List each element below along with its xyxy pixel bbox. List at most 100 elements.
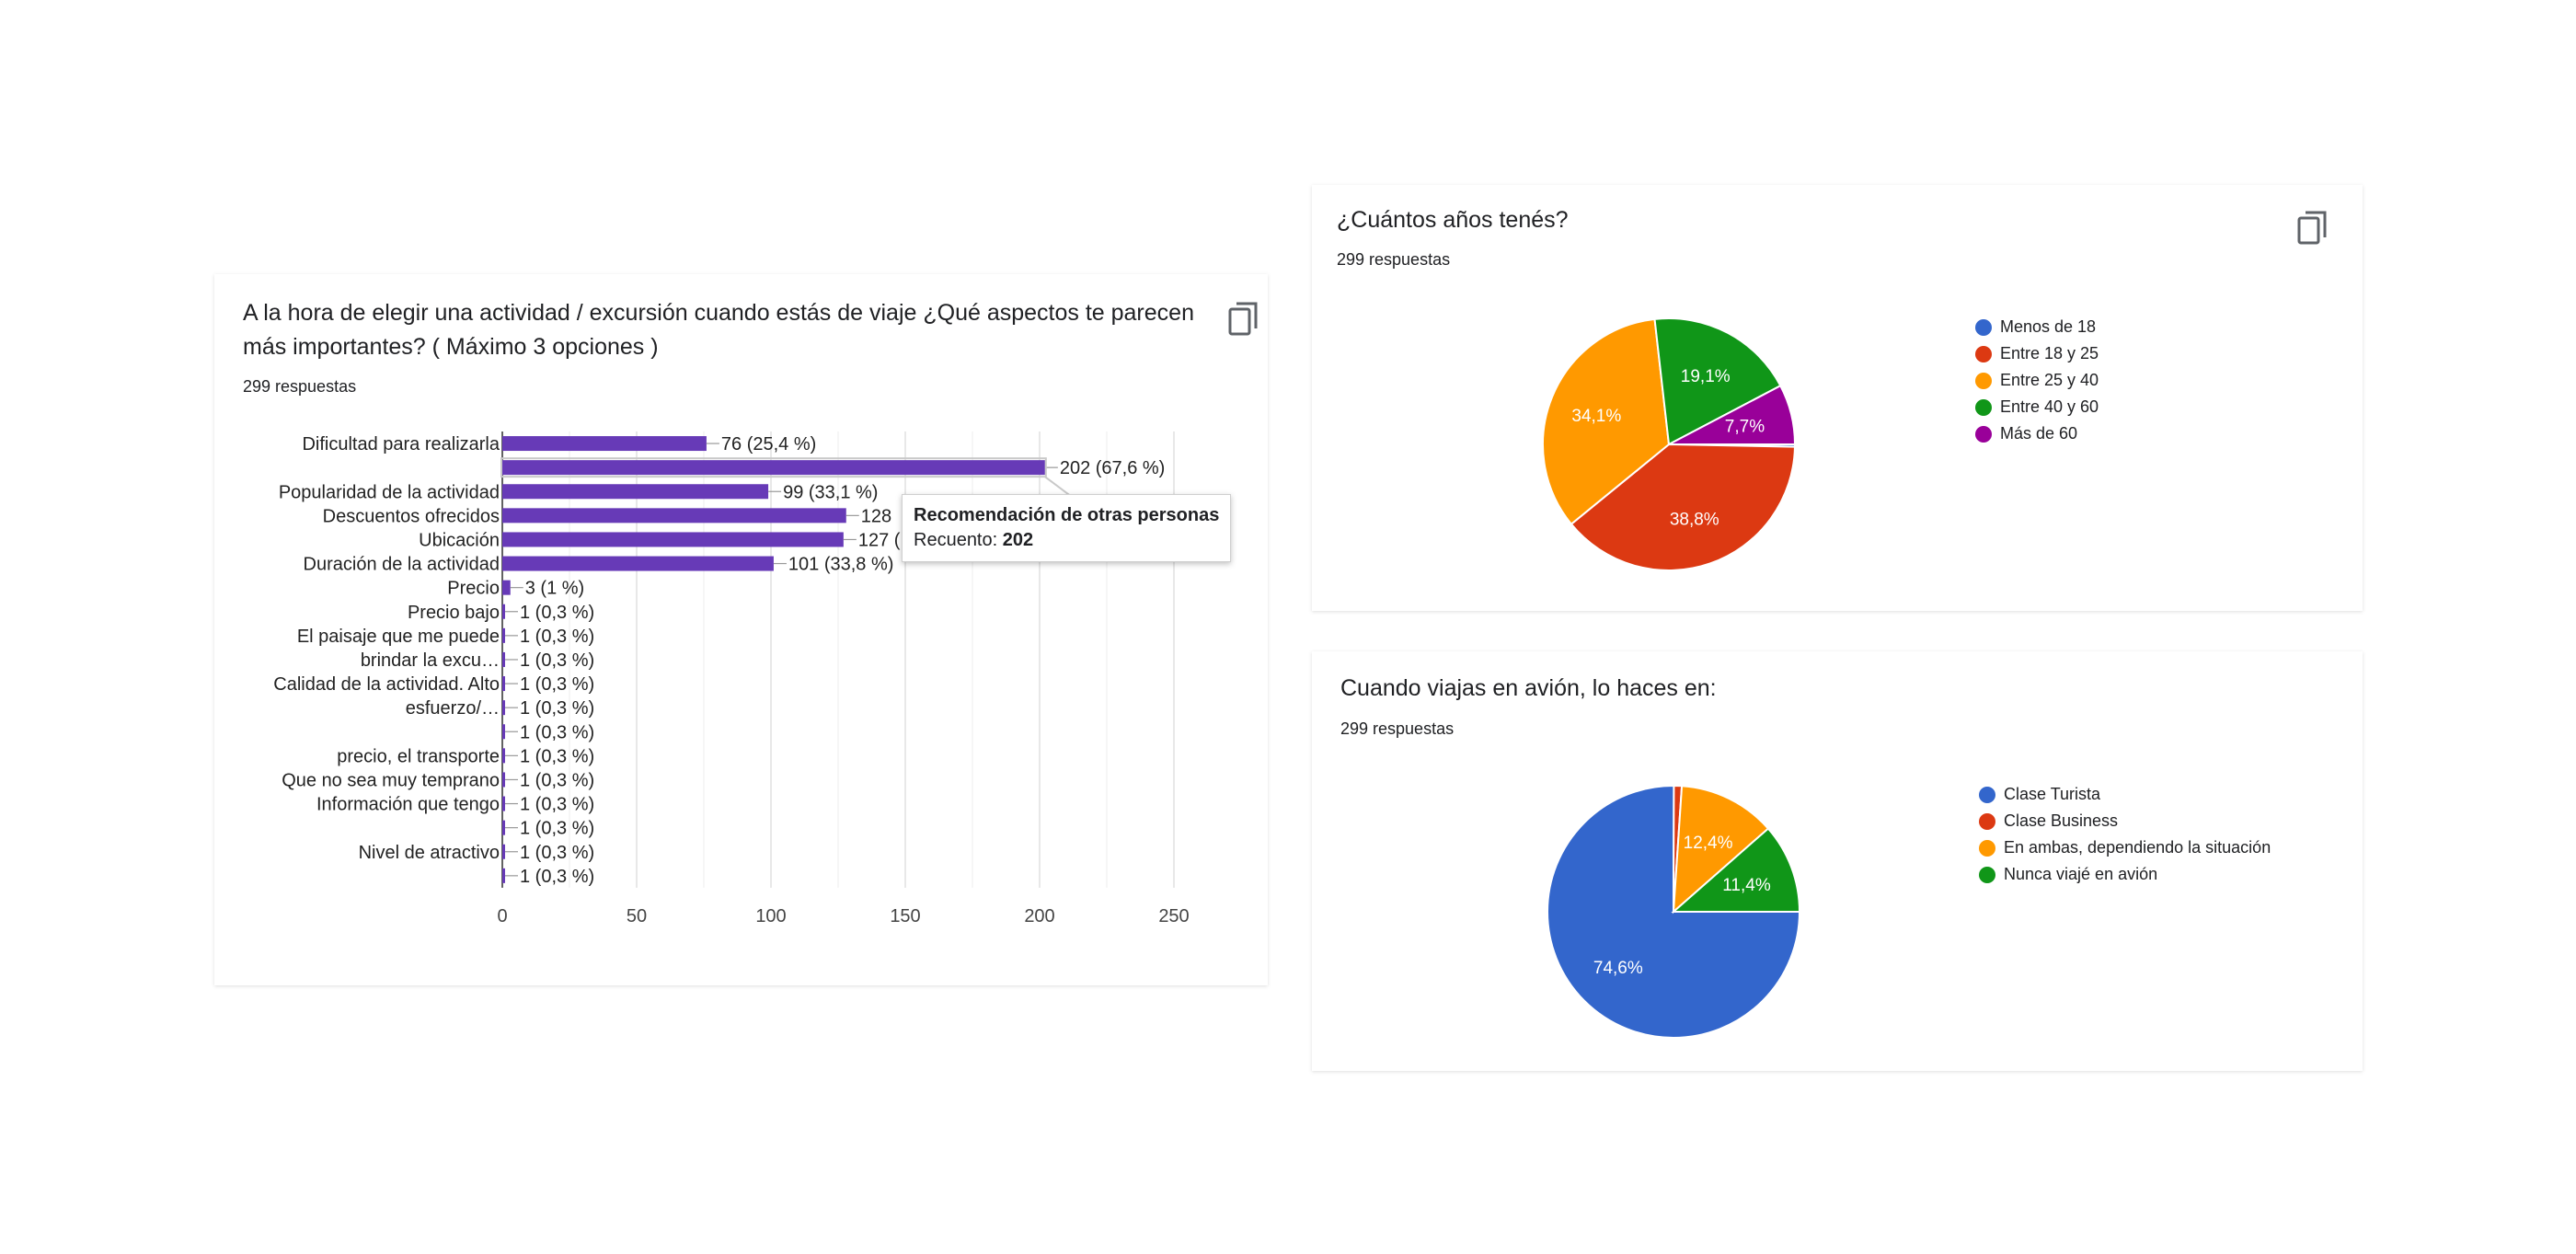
pie-slice-label: 74,6%: [1593, 959, 1643, 978]
pie-slice-label: 11,4%: [1722, 876, 1771, 895]
legend-label: Menos de 18: [2000, 317, 2097, 336]
bar-data-label: 1 (0,3 %): [520, 674, 594, 695]
bar-data-label: 127 (: [858, 530, 901, 550]
bar-data-label: 1 (0,3 %): [520, 746, 594, 766]
legend-swatch: [1975, 345, 1992, 362]
category-label: Información que tengo: [316, 795, 500, 815]
pie-slice[interactable]: [1672, 785, 1770, 915]
x-tick-label: 100: [755, 906, 786, 926]
copy-icon[interactable]: [2297, 211, 2329, 246]
legend-label: Nunca viajé en avión: [2004, 865, 2158, 883]
category-label: esfuerzo/…: [406, 698, 500, 719]
age-pie-chart: 38,8% 34,1% 19,1% 7,7%: [1542, 317, 1797, 571]
legend-swatch: [1979, 866, 1995, 883]
pie-slice[interactable]: [1653, 317, 1782, 446]
bar[interactable]: [502, 460, 1045, 476]
bar-data-label: 202 (67,6 %): [1060, 458, 1166, 478]
legend-swatch: [1975, 425, 1992, 443]
bar[interactable]: [502, 580, 511, 595]
bar[interactable]: [502, 484, 769, 500]
category-label: Calidad de la actividad. Alto: [273, 674, 500, 695]
pie-slice[interactable]: [1570, 443, 1796, 571]
x-tick-label: 200: [1024, 906, 1054, 926]
pie-slice[interactable]: [1668, 384, 1797, 445]
bar[interactable]: [502, 772, 505, 788]
legend-swatch: [1979, 839, 1995, 857]
category-label: Descuentos ofrecidos: [323, 506, 500, 526]
pie-slice-label: 34,1%: [1571, 407, 1621, 426]
category-label: Que no sea muy temprano: [282, 770, 500, 790]
bar[interactable]: [502, 556, 774, 571]
x-tick-label: 250: [1158, 906, 1189, 926]
bar-data-label: 1 (0,3 %): [520, 650, 594, 671]
legend-label: Clase Turista: [2004, 785, 2101, 803]
activity-question-card: A la hora de elegir una actividad / excu…: [214, 274, 1268, 985]
legend-item[interactable]: Clase Business: [1979, 808, 2271, 834]
legend-item[interactable]: Menos de 18: [1975, 314, 2099, 340]
category-label: precio, el transporte: [337, 746, 500, 766]
activity-title-line-2: más importantes? ( Máximo 3 opciones ): [243, 334, 659, 360]
plane-response-count: 299 respuestas: [1340, 719, 1455, 738]
bar-data-label: 1 (0,3 %): [520, 698, 594, 719]
category-label: Ubicación: [419, 530, 500, 550]
plane-question-title: Cuando viajas en avión, lo haces en:: [1340, 675, 1717, 701]
age-response-count: 299 respuestas: [1337, 250, 1451, 269]
age-question-card: ¿Cuántos años tenés? 299 respuestas 38,8…: [1312, 185, 2363, 611]
bar[interactable]: [502, 844, 505, 859]
legend-swatch: [1975, 398, 1992, 416]
bar[interactable]: [502, 700, 505, 716]
bar-data-label: 99 (33,1 %): [783, 482, 878, 502]
pie-slice-label: 38,8%: [1670, 510, 1719, 529]
bar[interactable]: [502, 820, 505, 835]
x-tick-label: 0: [497, 906, 507, 926]
bar-data-label: 1 (0,3 %): [520, 795, 594, 815]
category-label: Popularidad de la actividad: [279, 482, 500, 502]
bar-data-label: 128: [861, 506, 891, 526]
legend-label: En ambas, dependiendo la situación: [2004, 838, 2271, 857]
activity-bar-chart: 0 50 100 150 200 250 Dificultad para realizarl…: [273, 431, 1190, 926]
bar[interactable]: [502, 627, 505, 643]
bar[interactable]: [502, 436, 707, 452]
activity-question-title: A la hora de elegir una actividad / excu…: [243, 296, 1194, 364]
bar-data-label: 1 (0,3 %): [520, 603, 594, 623]
category-label: Nivel de atractivo: [359, 843, 500, 863]
x-tick-label: 150: [890, 906, 920, 926]
legend-item[interactable]: En ambas, dependiendo la situación: [1979, 834, 2271, 861]
legend-item[interactable]: Más de 60: [1975, 420, 2099, 447]
plane-pie-chart: 74,6% 12,4% 11,4%: [1547, 784, 1801, 1039]
copy-icon[interactable]: [1228, 302, 1259, 337]
legend-swatch: [1979, 786, 1995, 803]
legend-label: Entre 18 y 25: [2000, 344, 2099, 362]
tooltip-count-label: Recuento:: [914, 530, 998, 550]
legend-item[interactable]: Entre 40 y 60: [1975, 394, 2099, 420]
bar-tooltip: Recomendación de otras personas Recuento…: [902, 494, 1232, 562]
bar[interactable]: [502, 651, 505, 667]
tooltip-title: Recomendación de otras personas: [914, 505, 1220, 525]
bar-hover-outline: [500, 457, 1047, 478]
legend-item[interactable]: Clase Turista: [1979, 781, 2271, 808]
bar[interactable]: [502, 724, 505, 740]
category-label: Precio bajo: [408, 603, 500, 623]
bar-data-label: 1 (0,3 %): [520, 722, 594, 742]
bar[interactable]: [502, 532, 844, 547]
bar[interactable]: [502, 676, 505, 692]
tooltip-count: Recuento: 202: [914, 528, 1219, 553]
legend-item[interactable]: Entre 25 y 40: [1975, 367, 2099, 394]
bar[interactable]: [502, 748, 505, 764]
bar[interactable]: [502, 796, 505, 811]
bar-data-label: 1 (0,3 %): [520, 819, 594, 839]
legend-swatch: [1979, 812, 1995, 830]
bar-data-label: 76 (25,4 %): [721, 434, 816, 454]
legend-label: Clase Business: [2004, 811, 2119, 830]
legend-item[interactable]: Nunca viajé en avión: [1979, 861, 2271, 888]
pie-slice[interactable]: [1542, 317, 1671, 526]
bar-data-label: 1 (0,3 %): [520, 627, 594, 647]
bar[interactable]: [502, 604, 505, 619]
legend-label: Entre 40 y 60: [2000, 397, 2099, 416]
legend-item[interactable]: Entre 18 y 25: [1975, 340, 2099, 367]
pie-slice[interactable]: [1547, 785, 1801, 1039]
x-tick-label: 50: [627, 906, 647, 926]
pie-slice[interactable]: [1671, 827, 1801, 913]
bar[interactable]: [502, 508, 846, 523]
bar[interactable]: [502, 868, 505, 883]
